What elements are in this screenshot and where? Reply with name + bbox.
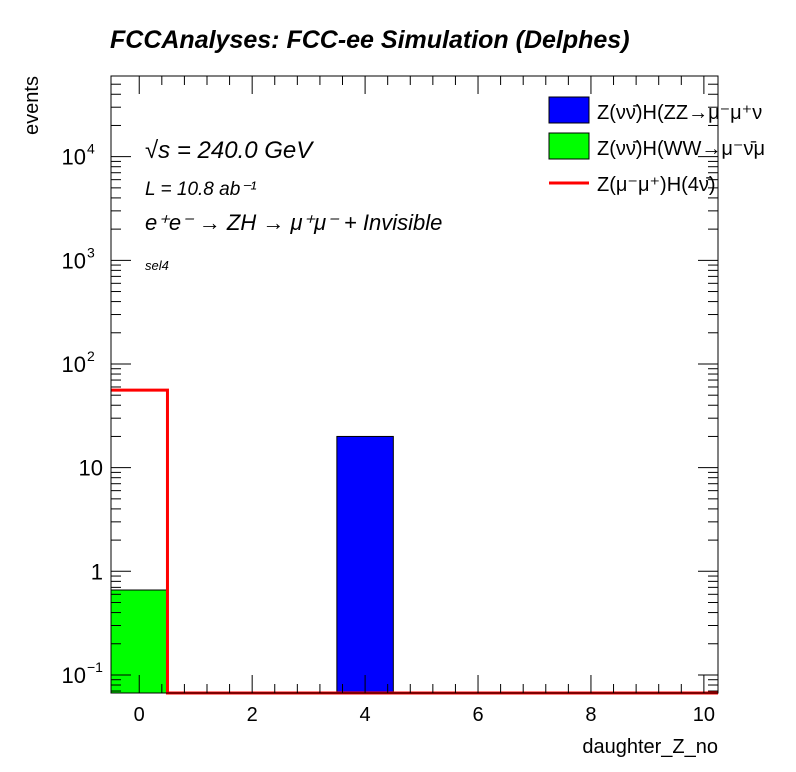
y-tick-exponent: 3 xyxy=(87,244,95,260)
x-tick-label: 4 xyxy=(360,704,371,726)
legend-label: Z(νν̄)H(ZZ→μ⁻μ⁺ν xyxy=(597,102,762,124)
y-tick-label: 10 xyxy=(79,456,103,481)
annotation-lumi: L = 10.8 ab⁻¹ xyxy=(145,179,257,200)
x-tick-label: 6 xyxy=(472,704,483,726)
plot-frame xyxy=(110,75,719,694)
y-tick-label: 1 xyxy=(91,559,103,584)
x-tick-label: 2 xyxy=(247,704,258,726)
annotation-energy: √s = 240.0 GeV xyxy=(145,137,314,164)
y-tick-label: 10 xyxy=(62,352,86,377)
histogram-bar xyxy=(336,435,394,694)
legend-swatch xyxy=(548,132,590,160)
legend: Z(νν̄)H(ZZ→μ⁻μ⁺ν Z(νν̄)H(WW→μ⁻ν̄μ Z(μ⁻μ⁺)H… xyxy=(548,96,765,196)
x-tick-label: 0 xyxy=(134,704,145,726)
x-tick-label: 10 xyxy=(693,704,715,726)
y-tick-exponent: −1 xyxy=(87,659,103,675)
y-axis-label: events xyxy=(21,76,43,135)
annotation-selection: sel4 xyxy=(145,258,169,273)
chart-title: FCCAnalyses: FCC-ee Simulation (Delphes) xyxy=(110,26,630,54)
x-axis-label: daughter_Z_no xyxy=(582,736,718,758)
x-tick-label: 8 xyxy=(585,704,596,726)
histogram-line xyxy=(111,388,718,695)
legend-label: Z(μ⁻μ⁺)H(4ν̄) xyxy=(597,174,716,196)
y-tick-exponent: 2 xyxy=(87,348,95,364)
legend-swatch xyxy=(548,96,590,124)
legend-label: Z(νν̄)H(WW→μ⁻ν̄μ xyxy=(597,138,765,160)
y-tick-label: 10 xyxy=(62,248,86,273)
annotation-process: e⁺e⁻ → ZH → μ⁺μ⁻ + Invisible xyxy=(145,210,442,235)
y-tick-label: 10 xyxy=(62,663,86,688)
y-tick-exponent: 4 xyxy=(87,141,95,157)
y-tick-label: 10 xyxy=(62,145,86,170)
